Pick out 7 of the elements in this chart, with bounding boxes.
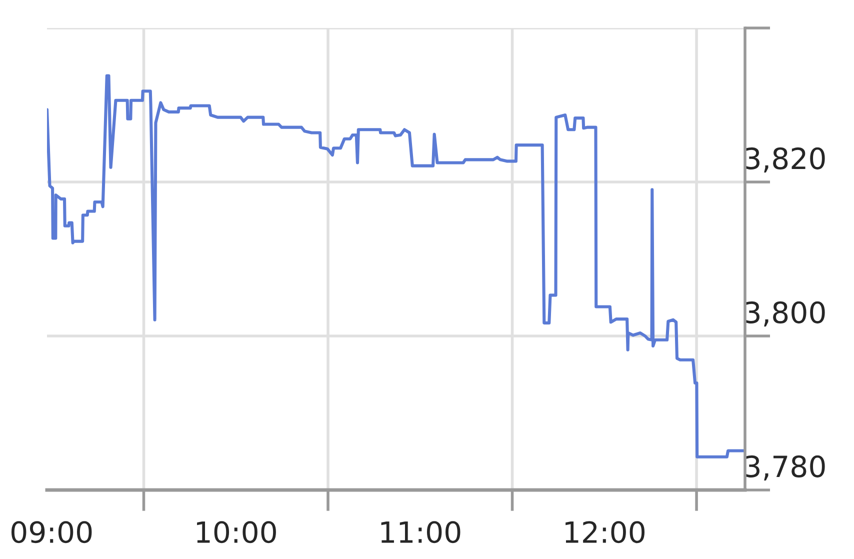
x-tick-label: 12:00 [566, 521, 644, 544]
y-tick-label: 3,820 [745, 147, 825, 172]
x-tick-label: 09:00 [12, 521, 92, 544]
y-tick-label: 3,800 [745, 301, 825, 326]
y-tick-label: 3,780 [745, 455, 825, 480]
x-tick-label: 10:00 [197, 521, 276, 544]
x-tick-label: 11:00 [381, 521, 460, 544]
